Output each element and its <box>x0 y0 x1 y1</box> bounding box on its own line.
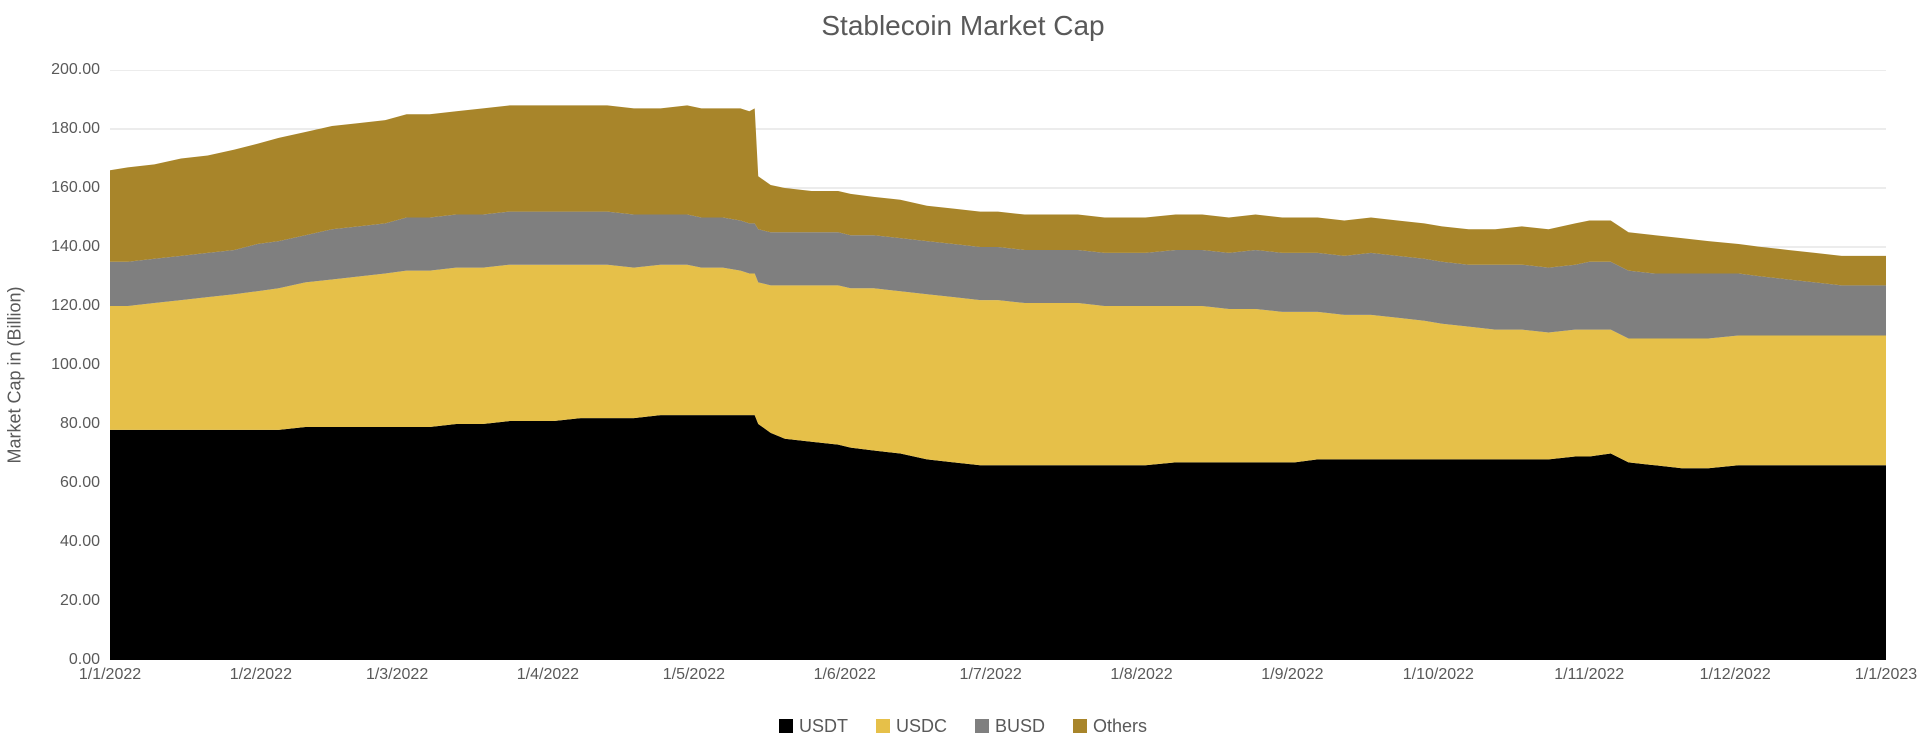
legend-swatch <box>779 719 793 733</box>
y-tick-label: 200.00 <box>40 61 100 79</box>
legend-item-others: Others <box>1073 716 1147 737</box>
area-chart-svg <box>110 70 1886 660</box>
legend-swatch <box>975 719 989 733</box>
x-axis-ticks: 1/1/20221/2/20221/3/20221/4/20221/5/2022… <box>110 666 1886 690</box>
plot-area <box>110 70 1886 660</box>
y-axis-label: Market Cap in (Billion) <box>5 286 26 463</box>
y-tick-label: 160.00 <box>40 179 100 197</box>
legend-item-usdc: USDC <box>876 716 947 737</box>
x-tick-label: 1/2/2022 <box>230 666 292 684</box>
x-tick-label: 1/8/2022 <box>1110 666 1172 684</box>
legend-swatch <box>1073 719 1087 733</box>
y-tick-label: 60.00 <box>40 474 100 492</box>
legend-swatch <box>876 719 890 733</box>
y-tick-label: 180.00 <box>40 120 100 138</box>
x-tick-label: 1/6/2022 <box>814 666 876 684</box>
chart-title: Stablecoin Market Cap <box>0 0 1926 50</box>
x-tick-label: 1/7/2022 <box>960 666 1022 684</box>
chart-container: Stablecoin Market Cap Market Cap in (Bil… <box>0 0 1926 750</box>
x-tick-label: 1/1/2022 <box>79 666 141 684</box>
x-tick-label: 1/1/2023 <box>1855 666 1917 684</box>
y-tick-label: 80.00 <box>40 415 100 433</box>
y-tick-label: 100.00 <box>40 356 100 374</box>
legend-label: BUSD <box>995 716 1045 737</box>
x-tick-label: 1/10/2022 <box>1403 666 1474 684</box>
legend: USDT USDC BUSD Others <box>0 716 1926 739</box>
x-tick-label: 1/3/2022 <box>366 666 428 684</box>
y-axis-ticks: 0.0020.0040.0060.0080.00100.00120.00140.… <box>40 70 100 660</box>
y-tick-label: 20.00 <box>40 592 100 610</box>
x-tick-label: 1/5/2022 <box>663 666 725 684</box>
x-tick-label: 1/12/2022 <box>1700 666 1771 684</box>
y-tick-label: 140.00 <box>40 238 100 256</box>
legend-item-usdt: USDT <box>779 716 848 737</box>
legend-item-busd: BUSD <box>975 716 1045 737</box>
x-tick-label: 1/4/2022 <box>517 666 579 684</box>
legend-label: Others <box>1093 716 1147 737</box>
x-tick-label: 1/9/2022 <box>1261 666 1323 684</box>
y-tick-label: 40.00 <box>40 533 100 551</box>
legend-label: USDT <box>799 716 848 737</box>
x-tick-label: 1/11/2022 <box>1554 666 1624 684</box>
legend-label: USDC <box>896 716 947 737</box>
y-tick-label: 120.00 <box>40 297 100 315</box>
